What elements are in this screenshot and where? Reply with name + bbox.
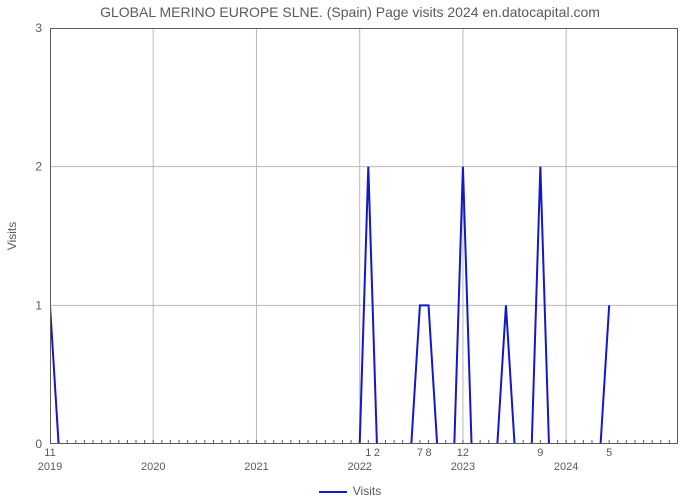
plot-area: 0123 201920202021202220232024 1112781295… <box>50 28 678 444</box>
x-major-labels: 2019 2020 2021 2022 2023 2024 <box>38 461 579 473</box>
legend: Visits <box>0 484 700 498</box>
svg-text:11: 11 <box>44 447 55 459</box>
svg-text:7: 7 <box>417 447 423 459</box>
y-axis-title: Visits <box>5 222 19 250</box>
svg-text:2021: 2021 <box>244 461 268 473</box>
svg-text:8: 8 <box>425 447 431 459</box>
svg-text:9: 9 <box>537 447 543 459</box>
svg-text:2019: 2019 <box>38 461 62 473</box>
svg-text:2: 2 <box>35 160 42 174</box>
svg-text:0: 0 <box>35 437 42 451</box>
svg-text:5: 5 <box>606 447 612 459</box>
x-minor-labels: 1112781295 <box>44 447 612 459</box>
svg-text:3: 3 <box>35 21 42 35</box>
legend-label: Visits <box>353 484 381 498</box>
svg-text:2023: 2023 <box>451 461 475 473</box>
svg-text:2024: 2024 <box>554 461 578 473</box>
y-tick-labels: 0 1 2 3 <box>35 21 42 451</box>
svg-text:12: 12 <box>457 447 469 459</box>
svg-text:2022: 2022 <box>347 461 371 473</box>
svg-text:1: 1 <box>365 447 371 459</box>
svg-text:2: 2 <box>374 447 380 459</box>
legend-swatch <box>319 491 347 493</box>
svg-text:1: 1 <box>35 298 42 312</box>
svg-text:2020: 2020 <box>141 461 165 473</box>
